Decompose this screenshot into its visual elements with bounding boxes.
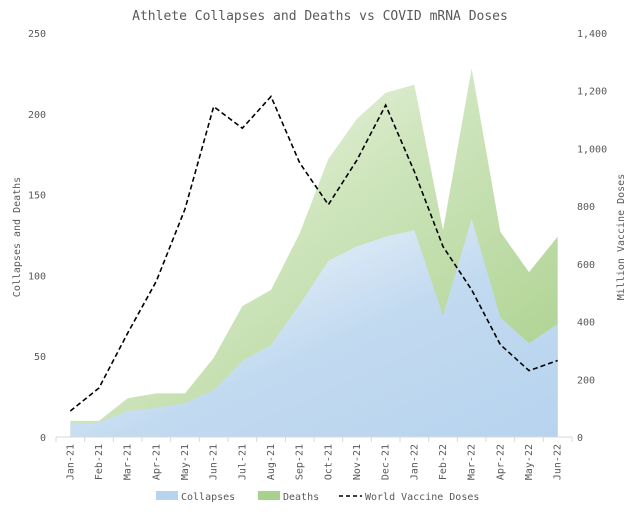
axis-layer: Jan-21 Feb-21 Mar-21 Apr-21 May-21 Jun-21 Jul-… — [28, 29, 607, 480]
y2-tick-label: 1,200 — [577, 87, 607, 98]
x-tick-label: May-21 — [180, 444, 191, 480]
x-tick-label: Apr-22 — [495, 444, 506, 480]
legend-swatch-collapses — [156, 491, 178, 500]
area-layer — [70, 68, 558, 437]
vaccine-doses-line — [69, 95, 558, 412]
x-tick-label: Jan-21 — [65, 444, 76, 480]
legend-label-vaccine-doses: World Vaccine Doses — [365, 492, 479, 503]
x-tick-label: Mar-22 — [467, 444, 478, 480]
x-tick-label: Jun-21 — [209, 444, 220, 480]
y2-tick-label: 400 — [577, 318, 595, 329]
x-tick-label: Jun-22 — [553, 444, 564, 480]
legend-label-deaths: Deaths — [283, 492, 319, 503]
x-tick-label: Feb-21 — [94, 444, 105, 480]
x-tick-label: Sep-21 — [295, 444, 306, 480]
legend-swatch-deaths — [258, 491, 280, 500]
y2-tick-label: 1,000 — [577, 144, 607, 155]
y-tick-label: 200 — [28, 110, 46, 121]
chart-title: Athlete Collapses and Deaths vs COVID mR… — [132, 9, 508, 24]
legend: Collapses Deaths World Vaccine Doses — [156, 491, 479, 503]
legend-label-collapses: Collapses — [181, 492, 235, 503]
collapses-area — [70, 218, 558, 437]
x-tick-label: Jan-22 — [409, 444, 420, 480]
y-tick-label: 250 — [28, 29, 46, 40]
y2-tick-label: 200 — [577, 375, 595, 386]
y2-tick-label: 800 — [577, 202, 595, 213]
y-axis-title: Collapses and Deaths — [12, 177, 23, 297]
y2-tick-label: 1,400 — [577, 29, 607, 40]
y2-tick-label: 0 — [577, 433, 583, 444]
x-tick-label: Feb-22 — [438, 444, 449, 480]
line-layer — [69, 95, 558, 412]
x-tick-label: May-22 — [524, 444, 535, 480]
y2-tick-label: 600 — [577, 260, 595, 271]
y-tick-label: 100 — [28, 271, 46, 282]
x-tick-label: Oct-21 — [323, 444, 334, 480]
x-tick-label: Jul-21 — [237, 444, 248, 480]
y2-axis-title: Million Vaccine Doses — [616, 174, 627, 300]
x-tick-label: Dec-21 — [381, 444, 392, 480]
y-tick-label: 50 — [34, 352, 46, 363]
y-tick-label: 150 — [28, 191, 46, 202]
x-tick-label: Apr-21 — [151, 444, 162, 480]
x-tick-label: Mar-21 — [123, 444, 134, 480]
y-tick-label: 0 — [40, 433, 46, 444]
x-tick-label: Aug-21 — [266, 444, 277, 480]
x-tick-label: Nov-21 — [352, 444, 363, 480]
